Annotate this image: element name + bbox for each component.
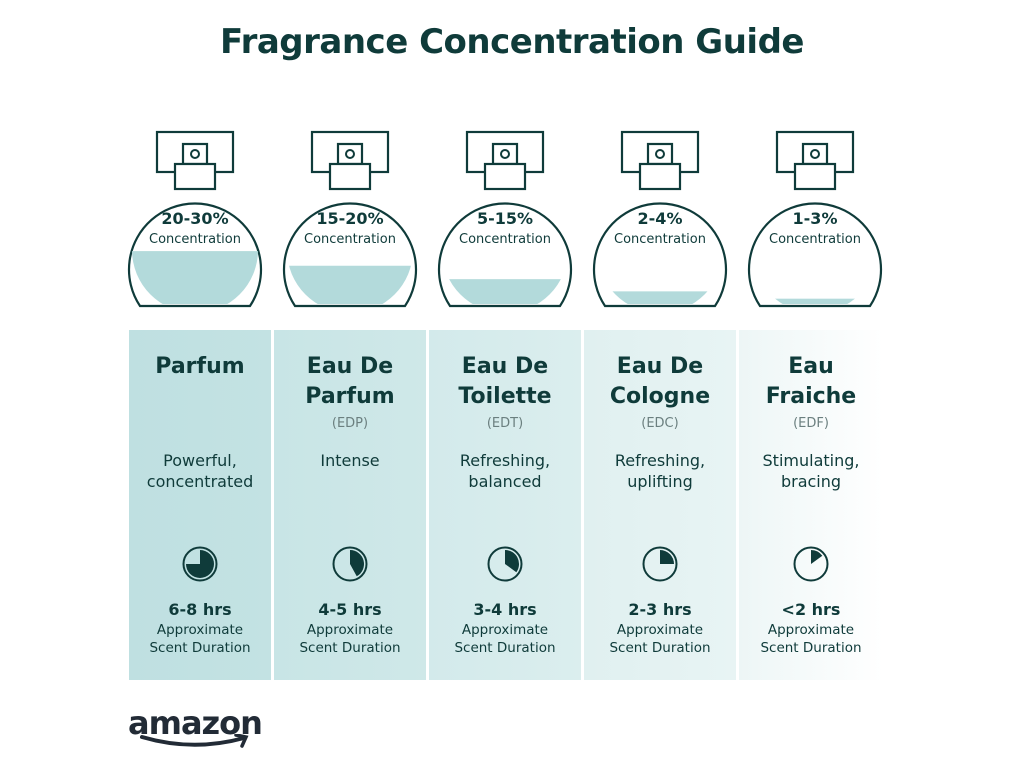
description-line: uplifting bbox=[627, 472, 693, 491]
duration-label: Approximate Scent Duration bbox=[129, 621, 271, 657]
duration-label-line: Approximate bbox=[306, 622, 394, 638]
duration-label-line: Scent Duration bbox=[454, 640, 556, 656]
duration-label: Approximate Scent Duration bbox=[584, 621, 736, 657]
duration-label: Approximate Scent Duration bbox=[274, 621, 426, 657]
description-line: Intense bbox=[320, 451, 380, 470]
duration-label: Approximate Scent Duration bbox=[739, 621, 883, 657]
duration-label-line: Approximate bbox=[156, 622, 244, 638]
concentration-label: Concentration bbox=[149, 232, 241, 247]
description-line: balanced bbox=[468, 472, 542, 491]
concentration-percent: 20-30% bbox=[161, 209, 229, 228]
abbreviation: (EDF) bbox=[793, 416, 829, 431]
page-title: Fragrance Concentration Guide bbox=[220, 22, 804, 62]
name-line: Toilette bbox=[458, 384, 552, 409]
duration-clock-icon bbox=[332, 546, 368, 582]
description-line: bracing bbox=[780, 472, 842, 491]
duration-label-line: Scent Duration bbox=[299, 640, 401, 656]
column-1: Eau De Parfum (EDP) Intense 4-5 hrs Appro… bbox=[274, 330, 426, 680]
bottle-0 bbox=[120, 128, 270, 313]
duration-clock-icon bbox=[182, 546, 218, 582]
name-line: Eau De bbox=[616, 354, 704, 379]
duration-label-line: Scent Duration bbox=[149, 640, 251, 656]
description: Stimulating, bracing bbox=[739, 450, 883, 492]
amazon-logo: amazon bbox=[128, 704, 263, 748]
concentration-percent: 15-20% bbox=[316, 209, 384, 228]
description-line: Refreshing, bbox=[459, 451, 551, 470]
concentration-label: Concentration bbox=[769, 232, 861, 247]
duration-hours: 2-3 hrs bbox=[628, 600, 692, 619]
abbreviation: (EDP) bbox=[331, 416, 369, 431]
name-line: Eau De bbox=[306, 354, 394, 379]
liquid-level bbox=[752, 298, 878, 304]
concentration-percent: 1-3% bbox=[792, 209, 838, 228]
duration-label-line: Scent Duration bbox=[760, 640, 862, 656]
fragrance-name: Eau De Toilette bbox=[429, 352, 581, 412]
duration-label-line: Approximate bbox=[767, 622, 855, 638]
name-line: Parfum bbox=[305, 384, 395, 409]
fragrance-name: Eau De Parfum bbox=[274, 352, 426, 412]
duration-label-line: Approximate bbox=[461, 622, 549, 638]
duration-label-line: Scent Duration bbox=[609, 640, 711, 656]
concentration-label: Concentration bbox=[304, 232, 396, 247]
column-0: Parfum Powerful, concentrated 6-8 hrs App… bbox=[129, 330, 271, 680]
concentration-label: Concentration bbox=[459, 232, 551, 247]
duration-hours: 6-8 hrs bbox=[168, 600, 232, 619]
description: Intense bbox=[274, 450, 426, 471]
name-line: Fraiche bbox=[765, 384, 857, 409]
bottle-3 bbox=[585, 128, 735, 313]
description-line: concentrated bbox=[146, 472, 254, 491]
bottle-4 bbox=[740, 128, 890, 313]
duration-clock-icon bbox=[642, 546, 678, 582]
fragrance-name: Parfum bbox=[129, 352, 271, 382]
description-line: Refreshing, bbox=[614, 451, 706, 470]
duration-hours: 4-5 hrs bbox=[318, 600, 382, 619]
name-line: Eau bbox=[788, 354, 834, 379]
column-4: Eau Fraiche (EDF) Stimulating, bracing <2 … bbox=[739, 330, 883, 680]
concentration-label: Concentration bbox=[614, 232, 706, 247]
description: Refreshing, balanced bbox=[429, 450, 581, 492]
bottle-2 bbox=[430, 128, 580, 313]
concentration-percent: 5-15% bbox=[476, 209, 534, 228]
duration-clock-icon bbox=[487, 546, 523, 582]
duration-clock-icon bbox=[793, 546, 829, 582]
abbreviation: (EDT) bbox=[486, 416, 524, 431]
fragrance-name: Eau Fraiche bbox=[739, 352, 883, 412]
column-3: Eau De Cologne (EDC) Refreshing, uplifting… bbox=[584, 330, 736, 680]
smile-arrow-icon bbox=[140, 734, 249, 748]
name-line: Parfum bbox=[155, 354, 245, 379]
name-line: Cologne bbox=[609, 384, 711, 409]
description: Powerful, concentrated bbox=[129, 450, 271, 492]
column-2: Eau De Toilette (EDT) Refreshing, balanced… bbox=[429, 330, 581, 680]
description: Refreshing, uplifting bbox=[584, 450, 736, 492]
concentration-percent: 2-4% bbox=[637, 209, 683, 228]
duration-hours: 3-4 hrs bbox=[473, 600, 537, 619]
duration-hours: <2 hrs bbox=[781, 600, 841, 619]
liquid-level bbox=[597, 291, 723, 304]
duration-label-line: Approximate bbox=[616, 622, 704, 638]
description-line: Powerful, bbox=[163, 451, 237, 470]
abbreviation: (EDC) bbox=[641, 416, 679, 431]
bottle-1 bbox=[275, 128, 425, 313]
description-line: Stimulating, bbox=[762, 451, 860, 470]
liquid-level bbox=[132, 251, 258, 304]
name-line: Eau De bbox=[461, 354, 549, 379]
fragrance-name: Eau De Cologne bbox=[584, 352, 736, 412]
duration-label: Approximate Scent Duration bbox=[429, 621, 581, 657]
